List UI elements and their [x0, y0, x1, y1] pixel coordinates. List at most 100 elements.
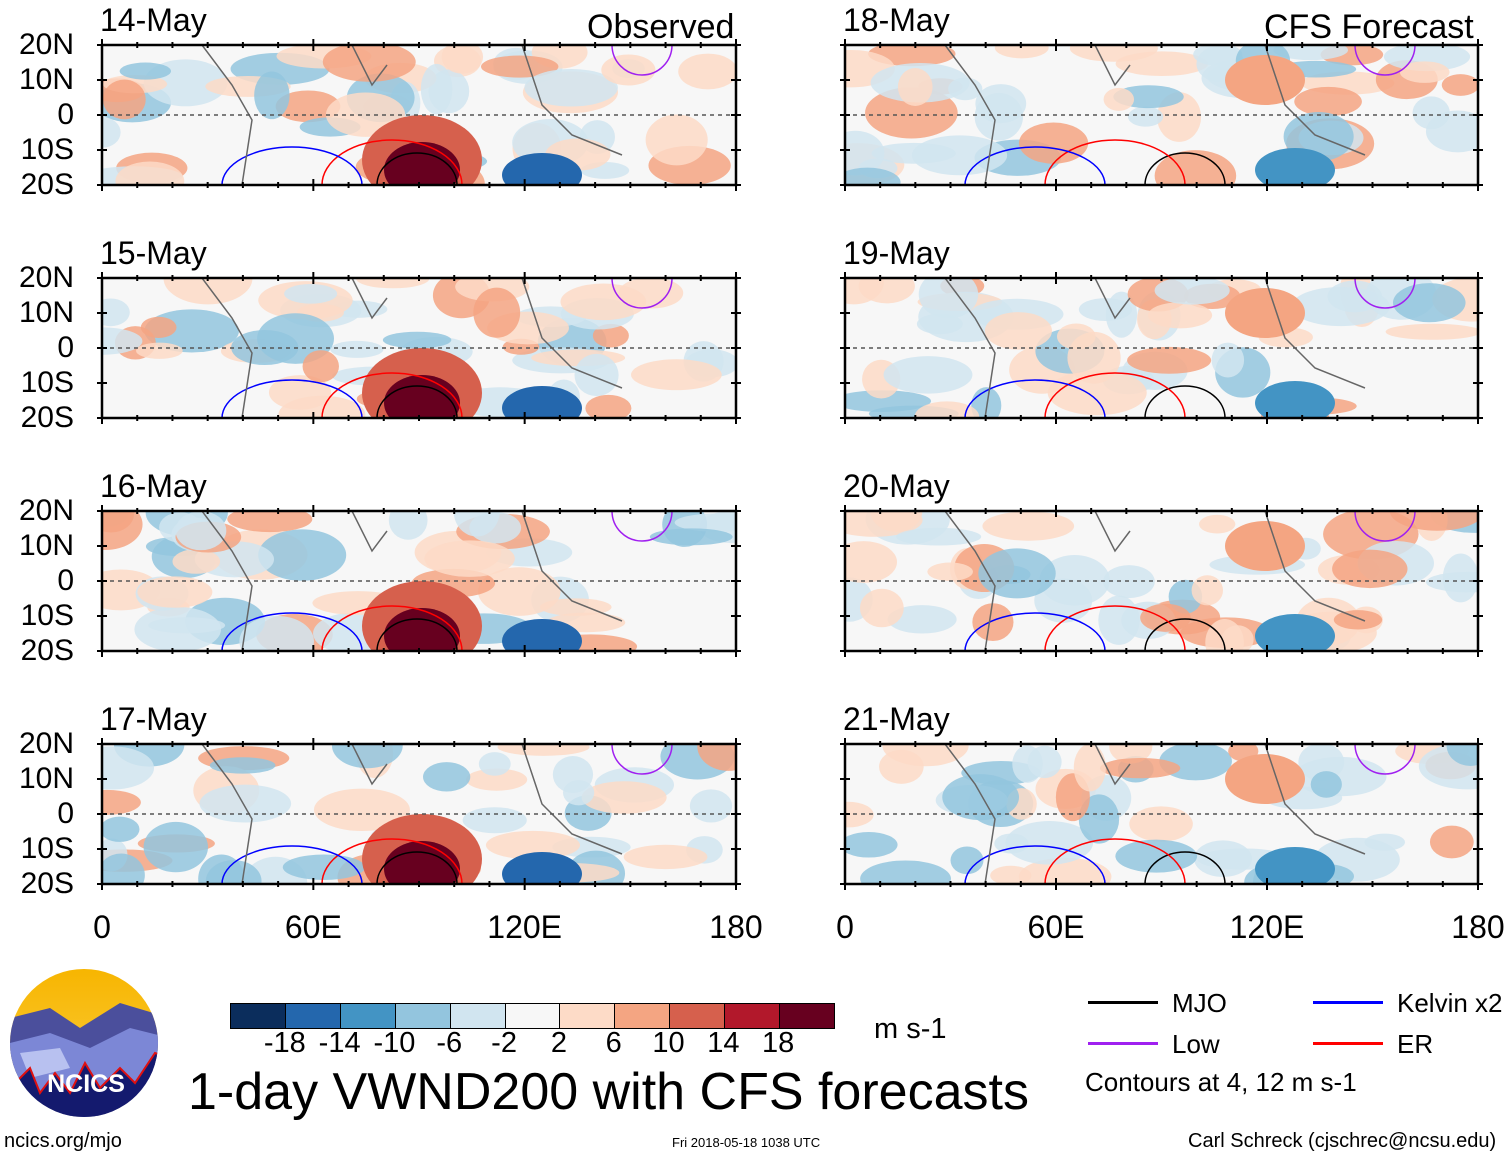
mjo-contour — [1144, 152, 1226, 185]
wind-shading — [1067, 331, 1121, 384]
wind-shading — [845, 541, 898, 583]
lon-tick-label: 0 — [836, 909, 854, 945]
wind-shading — [1127, 346, 1212, 374]
lat-tick-label: 10S — [20, 366, 74, 399]
wind-shading — [1441, 74, 1478, 96]
lat-tick-label: 10S — [20, 832, 74, 865]
legend-line — [1088, 1001, 1158, 1004]
wind-shading — [858, 278, 915, 304]
colorbar-swatch — [450, 1004, 506, 1028]
coastline — [201, 278, 623, 418]
wind-shading — [524, 68, 618, 107]
wind-shading — [423, 762, 471, 792]
wind-shading — [972, 603, 1014, 642]
wind-shading — [984, 312, 1052, 350]
wind-shading — [870, 511, 923, 532]
wind-shading — [645, 114, 708, 166]
wind-shading — [481, 55, 559, 78]
wind-shading — [539, 598, 612, 616]
wind-shading — [1127, 106, 1164, 127]
mjo-contour — [1144, 851, 1226, 884]
wind-shading — [631, 359, 722, 391]
coastline — [944, 278, 1366, 418]
lat-tick-label: 0 — [57, 797, 74, 830]
wind-shading — [148, 617, 226, 634]
low-contour — [1354, 744, 1416, 775]
legend-line — [1088, 1042, 1158, 1045]
wind-shading — [649, 528, 733, 546]
map-panel — [97, 738, 741, 890]
lon-tick-label: 120E — [1229, 909, 1305, 945]
colorbar-swatch — [560, 1004, 616, 1028]
wind-shading — [678, 53, 736, 90]
kelvin-contour — [221, 379, 363, 418]
cfs-forecast-label: CFS Forecast — [1264, 8, 1474, 46]
er-contour — [321, 139, 463, 185]
wind-shading — [601, 54, 656, 86]
low-contour — [1354, 511, 1416, 542]
wind-shading — [268, 375, 332, 410]
wind-shading — [1069, 45, 1158, 62]
er-contour — [1044, 838, 1186, 884]
wind-shading — [209, 757, 276, 774]
wind-shading — [227, 511, 313, 533]
colorbar-swatch — [340, 1004, 396, 1028]
kelvin-contour — [221, 845, 363, 884]
figure-title: 1-day VWND200 with CFS forecasts — [188, 1063, 1029, 1121]
footer-url[interactable]: ncics.org/mjo — [4, 1130, 122, 1152]
colorbar-swatch — [231, 1004, 286, 1028]
mjo-contour — [376, 851, 458, 884]
lon-tick-label: 180 — [1451, 909, 1505, 945]
mjo-contour — [376, 618, 458, 651]
lon-tick-label: 120E — [487, 909, 563, 945]
wind-shading — [1005, 821, 1094, 865]
wind-shading — [1291, 286, 1390, 327]
colorbar-tick-label: 18 — [762, 1027, 795, 1059]
colorbar-tick-label: 2 — [550, 1027, 567, 1059]
wind-shading — [1154, 278, 1230, 305]
wind-shading — [585, 394, 632, 418]
wind-shading — [1154, 150, 1237, 185]
lat-tick-label: 20S — [20, 401, 74, 434]
colorbar-swatch — [395, 1004, 451, 1028]
wind-shading — [322, 45, 416, 82]
colorbar-tick-label: -6 — [436, 1027, 463, 1059]
wind-shading — [1115, 839, 1198, 873]
wind-shading — [1147, 302, 1213, 329]
kelvin-contour — [964, 146, 1106, 185]
wind-shading — [102, 298, 130, 327]
wind-shading — [388, 511, 428, 540]
wind-shading — [102, 816, 140, 842]
wind-shading — [674, 513, 736, 532]
panel-date: 21-May — [843, 701, 950, 737]
wind-shading — [485, 830, 581, 860]
lat-tick-label: 0 — [57, 331, 74, 364]
wind-shading — [115, 161, 185, 185]
lat-tick-label: 20N — [18, 261, 74, 294]
wind-shading — [172, 549, 221, 574]
observed-label: Observed — [587, 8, 735, 46]
wind-shading — [982, 511, 1075, 541]
mjo-contour — [1144, 385, 1226, 418]
wind-shading — [199, 784, 292, 823]
legend-note: Contours at 4, 12 m s-1 — [1085, 1067, 1357, 1097]
er-contour — [321, 605, 463, 651]
coastline — [201, 511, 623, 651]
er-contour — [1044, 139, 1186, 185]
wind-shading — [102, 789, 141, 815]
wind-shading — [887, 605, 957, 634]
colorbar-tick-label: 10 — [652, 1027, 685, 1059]
lat-tick-label: 10S — [20, 599, 74, 632]
wind-shading — [1429, 825, 1474, 859]
lat-tick-label: 20S — [20, 867, 74, 900]
colorbar-tick-label: 14 — [707, 1027, 740, 1059]
coastline — [201, 744, 623, 884]
panel-date: 18-May — [843, 2, 950, 38]
wind-shading — [1103, 87, 1135, 111]
legend-line — [1313, 1001, 1383, 1004]
wind-shading — [1211, 342, 1245, 378]
wind-shading — [441, 45, 484, 74]
wind-shading — [1099, 758, 1181, 779]
wind-shading — [282, 854, 366, 880]
